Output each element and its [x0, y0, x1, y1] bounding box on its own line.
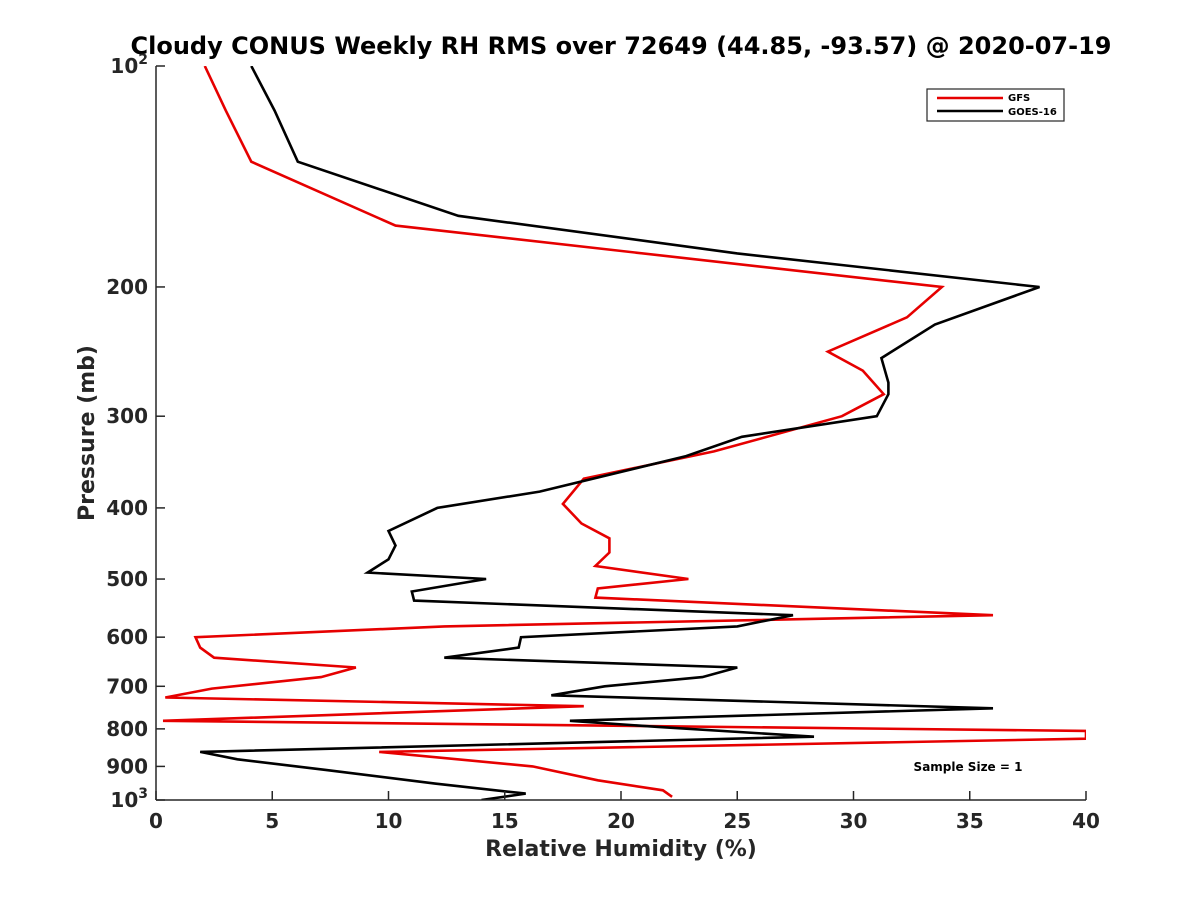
y-tick-label: 102: [110, 52, 148, 78]
sample-size-annotation: Sample Size = 1: [914, 760, 1023, 774]
legend-label-gfs: GFS: [1008, 93, 1030, 104]
chart-title: Cloudy CONUS Weekly RH RMS over 72649 (4…: [131, 32, 1112, 60]
x-tick-label: 20: [607, 809, 635, 833]
series-layer: [162, 66, 1086, 800]
x-tick-label: 25: [723, 809, 751, 833]
y-tick-label: 800: [106, 717, 148, 741]
series-line-goes16: [199, 66, 1040, 800]
y-tick-label: 200: [106, 275, 148, 299]
y-tick-label: 300: [106, 404, 148, 428]
legend-label-goes16: GOES-16: [1008, 107, 1057, 118]
x-axis-label: Relative Humidity (%): [485, 837, 757, 862]
x-tick-label: 0: [149, 809, 163, 833]
legend-box: [926, 88, 1065, 122]
y-tick-label: 900: [106, 754, 148, 778]
axes-layer: 0 5 10 15 20 25 30 35 40 102 200 300 400 500 600 700 800…: [106, 52, 1100, 833]
legend: GFS GOES-16: [926, 88, 1065, 122]
y-axis-label: Pressure (mb): [75, 345, 100, 521]
x-tick-label: 35: [956, 809, 984, 833]
y-tick-label: 400: [106, 496, 148, 520]
x-tick-label: 15: [491, 809, 519, 833]
y-tick-label: 103: [110, 786, 148, 812]
y-tick-label: 700: [106, 674, 148, 698]
x-tick-label: 5: [265, 809, 279, 833]
y-tick-label: 500: [106, 567, 148, 591]
x-tick-label: 10: [375, 809, 403, 833]
y-tick-label: 600: [106, 625, 148, 649]
x-tick-label: 30: [840, 809, 868, 833]
series-line-gfs: [162, 66, 1086, 798]
x-tick-label: 40: [1072, 809, 1100, 833]
